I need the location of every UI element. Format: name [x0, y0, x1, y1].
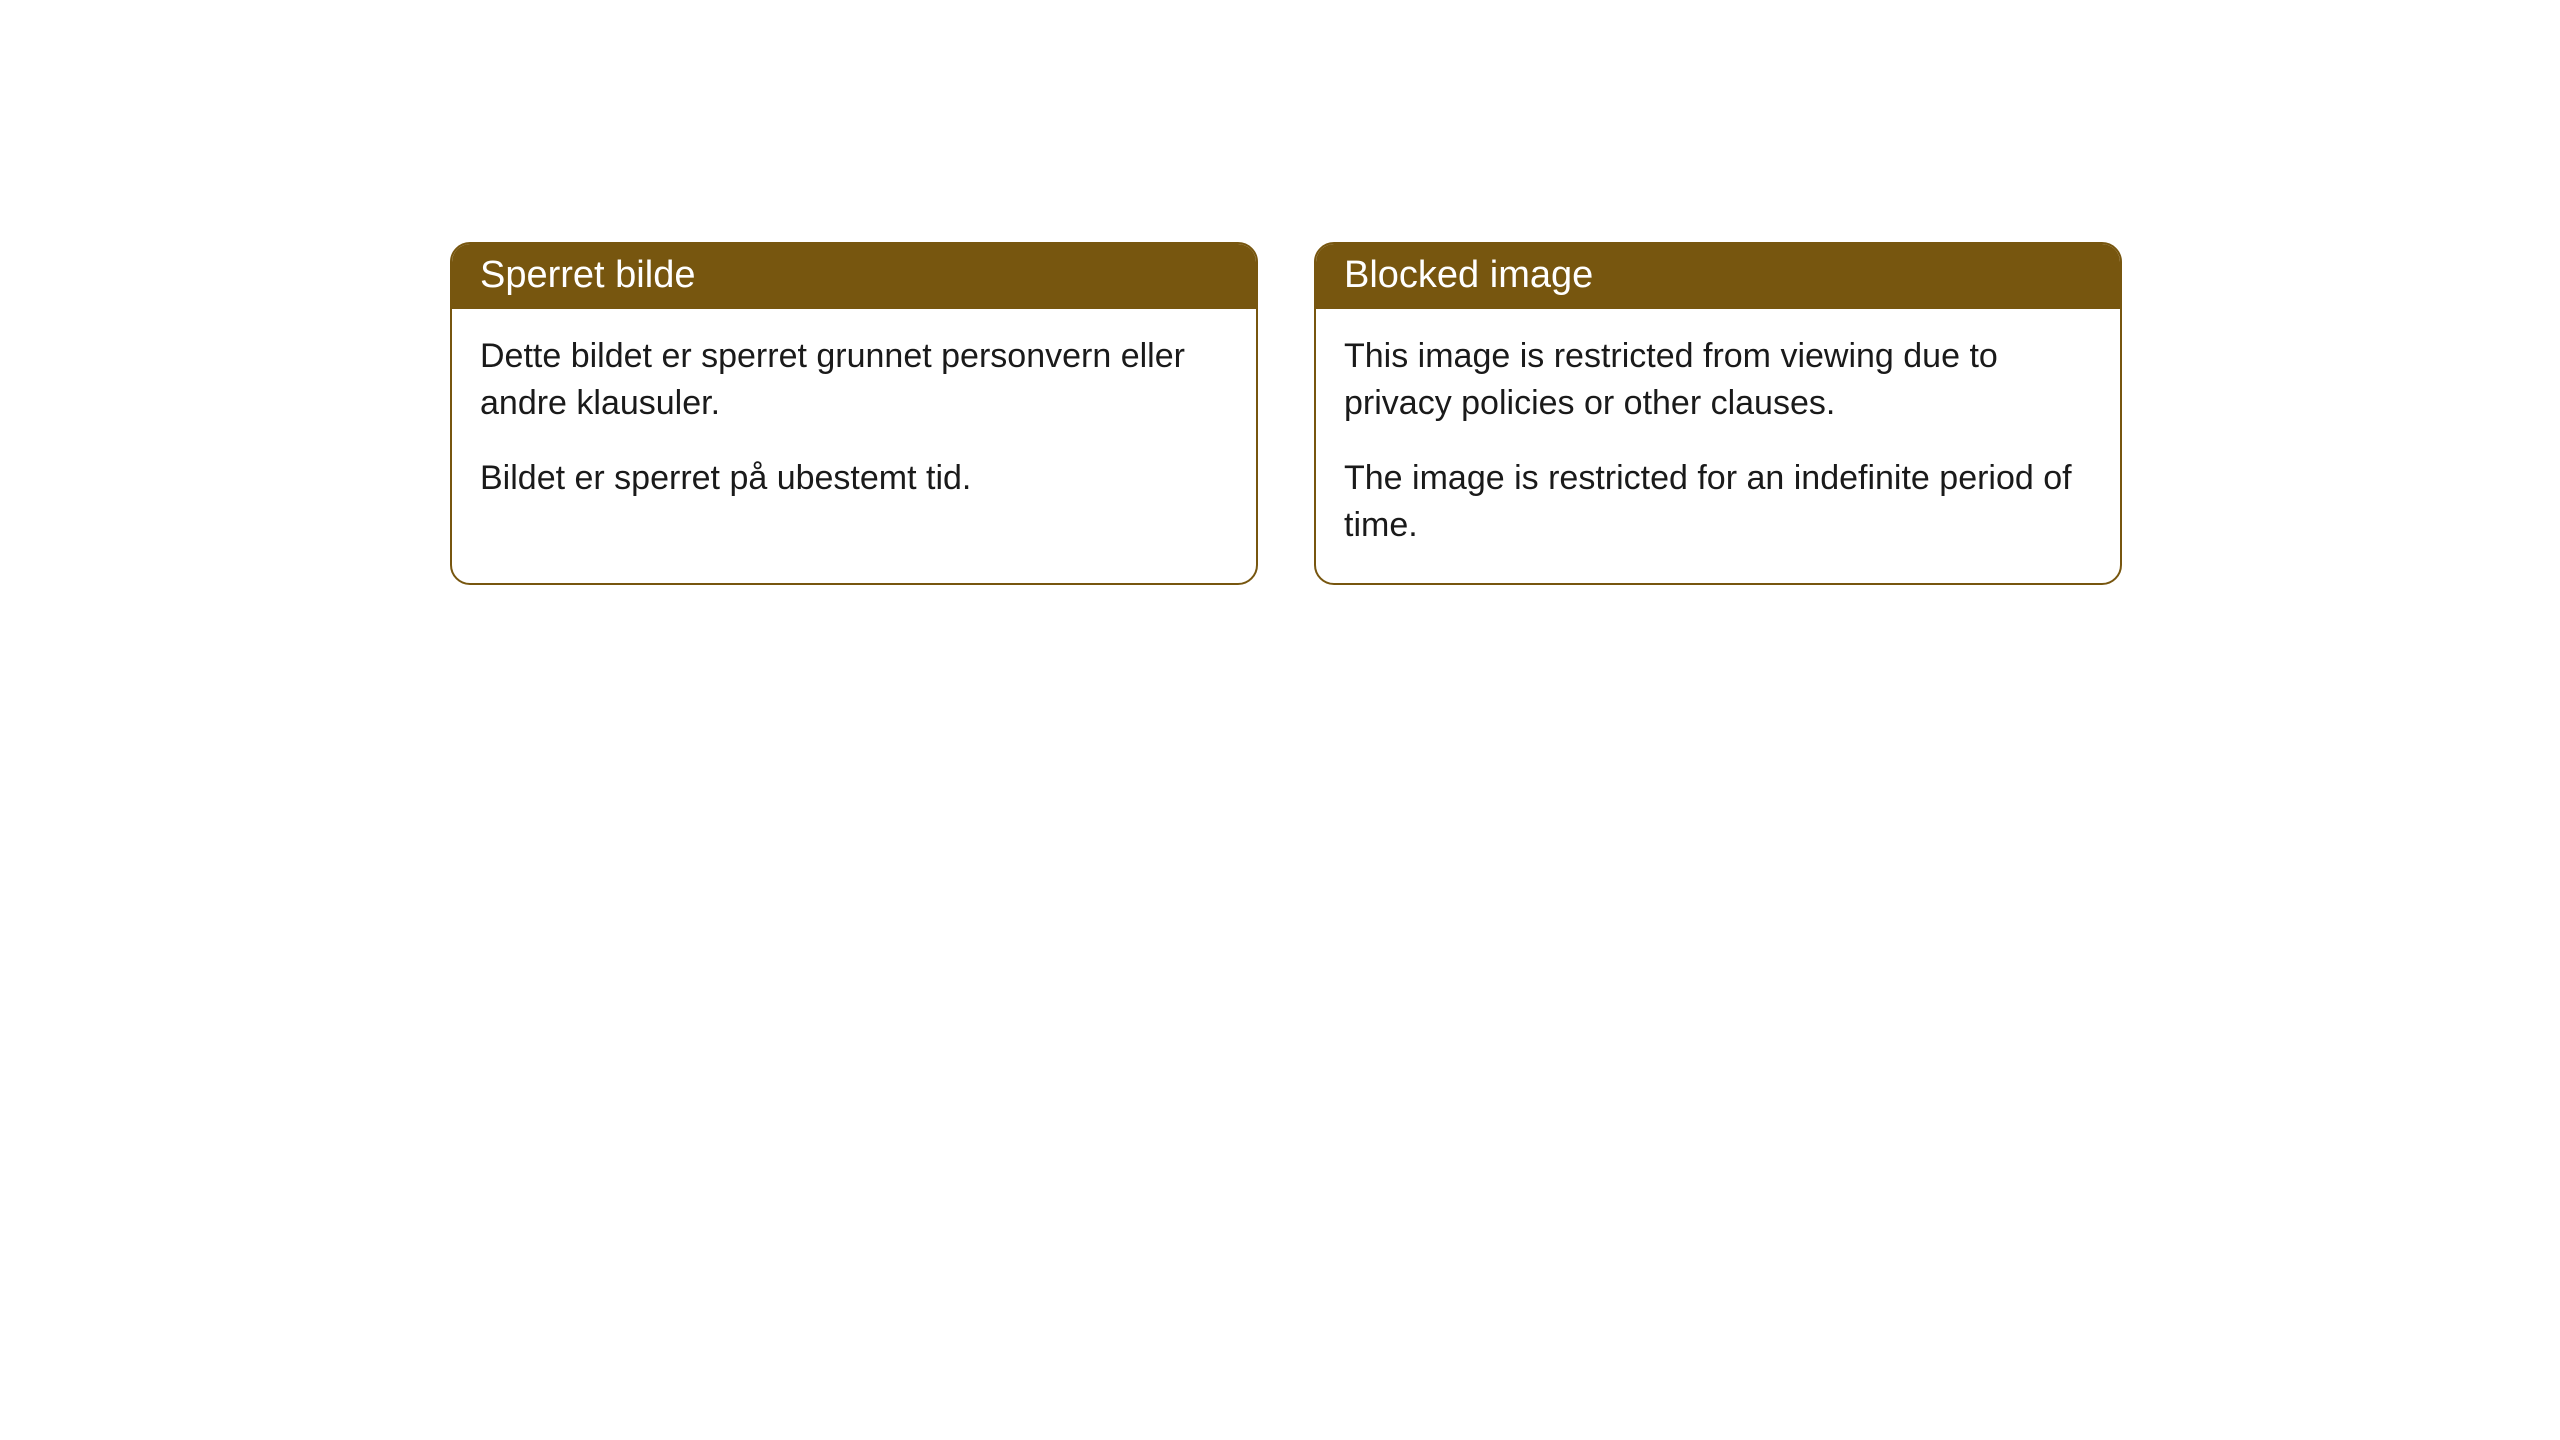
card-body-norwegian: Dette bildet er sperret grunnet personve… [452, 309, 1256, 536]
notice-text-norwegian-1: Dette bildet er sperret grunnet personve… [480, 333, 1228, 427]
blocked-image-card-norwegian: Sperret bilde Dette bildet er sperret gr… [450, 242, 1258, 585]
card-header-norwegian: Sperret bilde [452, 244, 1256, 309]
card-body-english: This image is restricted from viewing du… [1316, 309, 2120, 583]
card-header-english: Blocked image [1316, 244, 2120, 309]
notice-container: Sperret bilde Dette bildet er sperret gr… [0, 0, 2560, 585]
notice-text-english-1: This image is restricted from viewing du… [1344, 333, 2092, 427]
notice-text-norwegian-2: Bildet er sperret på ubestemt tid. [480, 455, 1228, 502]
notice-text-english-2: The image is restricted for an indefinit… [1344, 455, 2092, 549]
blocked-image-card-english: Blocked image This image is restricted f… [1314, 242, 2122, 585]
